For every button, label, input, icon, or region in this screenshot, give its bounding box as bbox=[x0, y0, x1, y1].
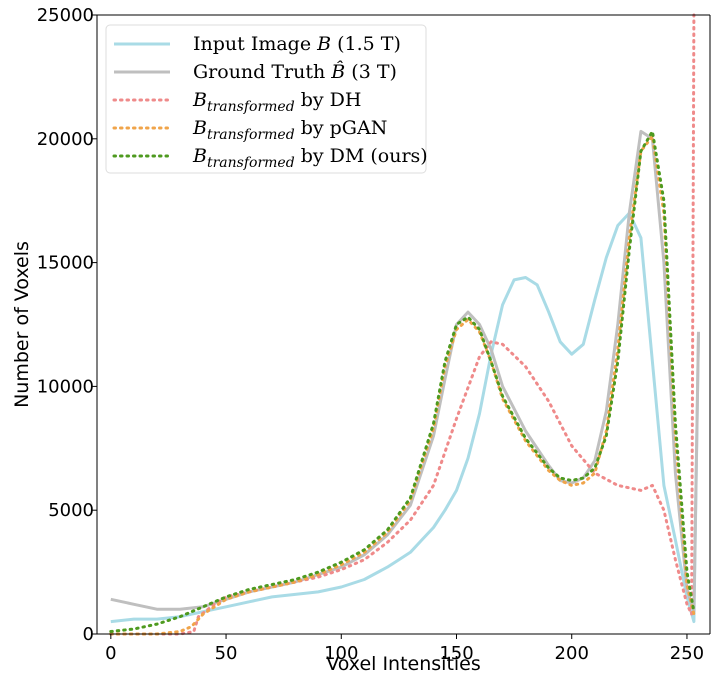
legend-entry-5: Btransformed by DM (ours) bbox=[192, 145, 428, 171]
y-tick-label: 15000 bbox=[37, 253, 94, 274]
axes-layer: 0 50 100 150 200 250 0 5000 10000 15000 20000 25000 bbox=[37, 5, 711, 664]
legend-entry-1: Input Image B (1.5 T) bbox=[193, 33, 401, 55]
series-layer bbox=[109, 13, 700, 636]
series-line-3 bbox=[109, 13, 696, 636]
series-line-4 bbox=[109, 134, 696, 636]
y-tick-label: 10000 bbox=[37, 376, 94, 397]
legend-entry-3: Btransformed by DH bbox=[192, 89, 361, 115]
legend-entry-2: Ground Truth B̂ (3 T) bbox=[193, 61, 397, 83]
x-tick-label: 150 bbox=[439, 643, 473, 664]
legend-entry-4: Btransformed by pGAN bbox=[192, 117, 387, 143]
x-axis-label: Voxel Intensities bbox=[326, 653, 481, 675]
y-tick-label: 20000 bbox=[37, 129, 94, 150]
y-tick-label: 5000 bbox=[48, 500, 94, 521]
x-tick-label: 50 bbox=[215, 643, 238, 664]
legend: Input Image B (1.5 T) Ground Truth B̂ (3 … bbox=[105, 24, 428, 174]
x-tick-label: 200 bbox=[555, 643, 589, 664]
x-tick-label: 0 bbox=[105, 643, 116, 664]
series-line-5 bbox=[109, 129, 696, 633]
x-tick-label: 250 bbox=[670, 643, 704, 664]
y-tick-label: 25000 bbox=[37, 5, 94, 26]
x-tick-label: 100 bbox=[324, 643, 358, 664]
legend-box bbox=[105, 24, 427, 174]
y-tick-label: 0 bbox=[83, 624, 94, 645]
y-axis-label: Number of Voxels bbox=[11, 241, 33, 408]
